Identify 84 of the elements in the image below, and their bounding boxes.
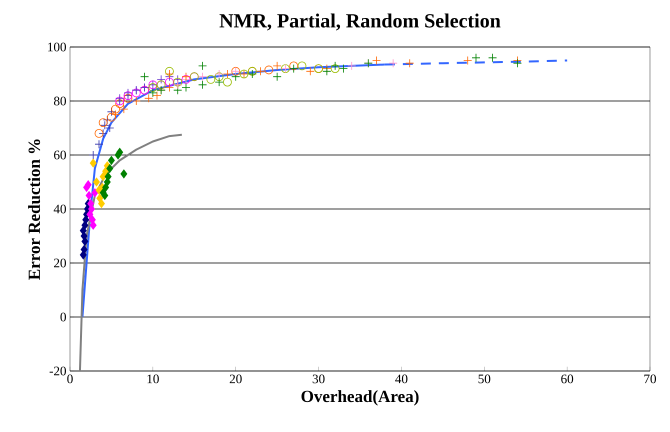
point: [84, 180, 92, 190]
x-tick-label: 50: [478, 374, 490, 384]
point: [115, 94, 124, 103]
point: [98, 118, 108, 127]
point: [96, 194, 104, 203]
point: [80, 245, 88, 254]
point: [198, 62, 207, 70]
point: [306, 66, 315, 76]
point: [165, 78, 174, 86]
point: [198, 80, 207, 90]
y-tick-label: 20: [54, 258, 66, 268]
point: [214, 78, 224, 86]
point: [94, 129, 104, 138]
point: [132, 88, 141, 98]
point: [140, 72, 149, 82]
point: [104, 172, 112, 181]
line-series: [78, 134, 183, 371]
y-axis-title: Error Reduction %: [28, 139, 40, 280]
point: [156, 75, 166, 84]
point: [116, 148, 124, 157]
point: [198, 72, 207, 82]
point: [272, 72, 282, 82]
point: [148, 83, 158, 92]
y-tick-label: 100: [48, 42, 66, 52]
x-tick-label: 40: [395, 374, 408, 384]
x-tick-label: 30: [312, 374, 325, 384]
point: [388, 58, 398, 68]
point: [106, 164, 114, 173]
x-axis-title: Overhead(Area): [302, 390, 419, 406]
y-tick-label: 80: [54, 96, 66, 106]
point: [339, 64, 348, 73]
point: [289, 62, 298, 70]
point: [144, 94, 154, 103]
point: [405, 58, 414, 68]
point: [124, 88, 132, 98]
point: [88, 150, 98, 160]
point: [472, 53, 480, 62]
point: [330, 64, 340, 73]
point: [86, 191, 92, 200]
point: [107, 107, 116, 116]
point: [173, 78, 182, 86]
point: [214, 72, 224, 82]
point: [107, 112, 116, 122]
point: [330, 62, 340, 70]
x-tick-label: 0: [67, 374, 73, 384]
point: [513, 58, 522, 68]
point: [322, 66, 332, 76]
point: [91, 188, 98, 198]
point: [463, 56, 472, 65]
point: [148, 88, 158, 98]
y-tick-label: 40: [54, 204, 66, 214]
point: [272, 62, 282, 70]
point: [120, 170, 128, 178]
point: [182, 72, 190, 82]
point: [94, 140, 104, 149]
point: [86, 210, 94, 219]
x-tick-label: 60: [561, 374, 574, 384]
point: [298, 62, 306, 70]
x-tick-label: 10: [148, 374, 159, 384]
y-tick-label: -20: [50, 366, 66, 376]
point: [98, 129, 108, 138]
point: [347, 62, 356, 70]
point: [108, 156, 115, 165]
point: [206, 75, 216, 84]
chart-title: NMR, Partial, Random Selection: [220, 14, 501, 30]
point: [98, 199, 105, 208]
x-tick-label: 20: [230, 374, 242, 384]
point: [90, 158, 97, 168]
point: [93, 178, 100, 186]
point: [90, 220, 97, 230]
point: [289, 64, 298, 73]
point: [488, 53, 497, 62]
point: [173, 75, 182, 84]
point: [88, 204, 95, 214]
point: [165, 66, 174, 76]
point: [264, 66, 274, 74]
point: [214, 70, 224, 78]
y-tick-label: 60: [54, 150, 66, 160]
point: [248, 70, 257, 78]
x-tick-label: 70: [644, 374, 656, 384]
y-tick-label: 0: [60, 312, 66, 322]
point: [223, 78, 232, 86]
point: [115, 99, 124, 108]
point: [182, 83, 190, 92]
